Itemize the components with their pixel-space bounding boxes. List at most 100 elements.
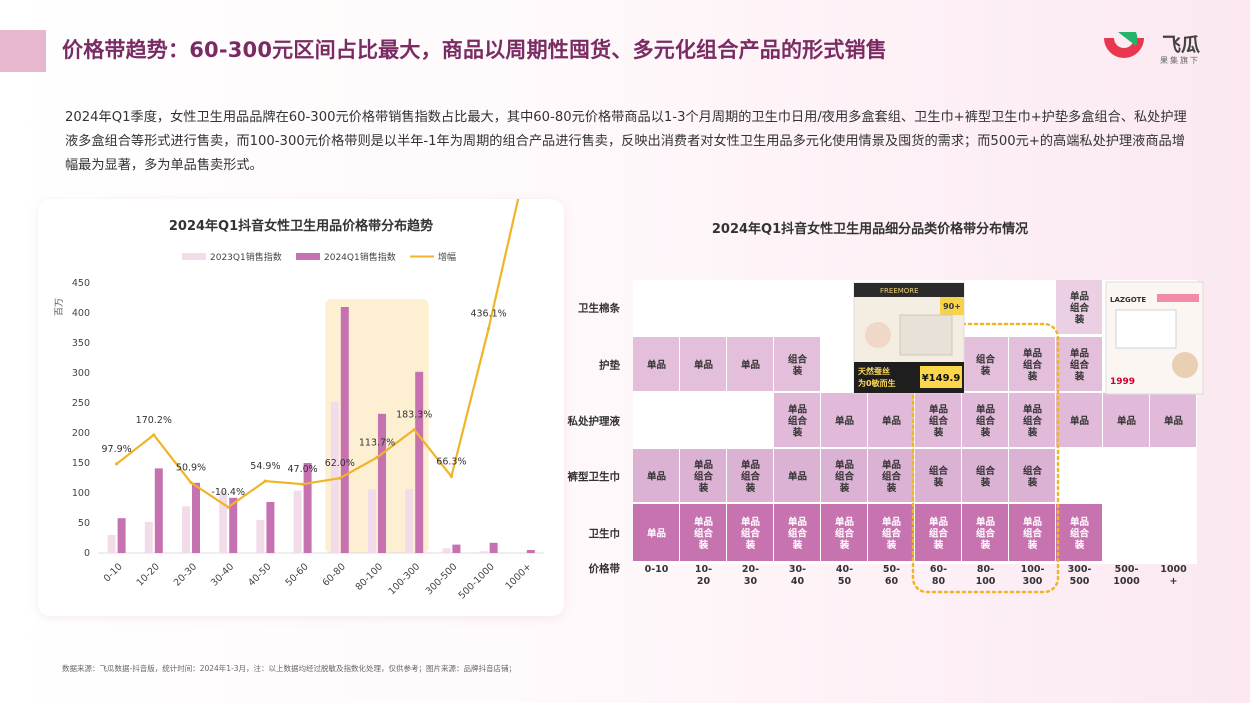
- matrix-cell: [821, 449, 867, 502]
- x-tick-label: 0-10: [102, 561, 125, 584]
- y-tick-label: 0: [84, 548, 90, 559]
- matrix-cell: [1009, 393, 1055, 447]
- cell-text: 装: [886, 539, 897, 551]
- y-tick-label: 300: [72, 368, 90, 379]
- matrix-cell: [868, 393, 914, 447]
- row-label: 卫生棉条: [578, 302, 620, 315]
- bar-2023: [330, 401, 339, 553]
- brand-name: 飞瓜: [1162, 34, 1201, 56]
- cell-text: 组合: [788, 353, 808, 365]
- product-image-header: [854, 283, 964, 297]
- matrix-column-label: 20-: [742, 564, 759, 575]
- bar-2024: [266, 502, 275, 553]
- growth-data-label: 62.0%: [325, 458, 355, 469]
- growth-data-label: 436.1%: [470, 309, 506, 320]
- chart-title: 2024年Q1抖音女性卫生用品价格带分布趋势: [169, 218, 433, 234]
- highlight-band-60-300: [325, 299, 429, 553]
- cell-text: 装: [980, 476, 991, 488]
- price-band-trend-chart: 2024年Q1抖音女性卫生用品价格带分布趋势 2023Q1销售指数 2024Q1销售…: [54, 199, 545, 601]
- cell-text: 组合: [741, 471, 761, 483]
- product-tagline-1: 天然蚕丝: [858, 366, 890, 376]
- y-tick-label: 400: [72, 308, 90, 319]
- cell-text: 组合: [835, 471, 855, 483]
- cell-text: 组合: [976, 353, 996, 365]
- matrix-column-label: 80-: [977, 564, 994, 575]
- cell-text: 组合: [882, 471, 902, 483]
- cell-text: 装: [792, 539, 803, 551]
- cell-text: 单品: [788, 516, 807, 528]
- x-tick-label: 60-80: [321, 561, 348, 588]
- cell-text: 单品: [976, 404, 995, 416]
- x-tick-label: 20-30: [172, 561, 199, 588]
- matrix-cell: [1056, 393, 1102, 447]
- growth-data-label: 50.9%: [176, 463, 206, 474]
- growth-data-label: 183.3%: [396, 410, 432, 421]
- matrix-cell: [633, 337, 679, 391]
- matrix-cell: [727, 504, 773, 561]
- cell-text: 单品: [694, 459, 713, 471]
- y-axis-unit: 百万: [54, 298, 65, 316]
- cell-text: 单品: [882, 516, 901, 528]
- cell-text: 单品: [835, 459, 854, 471]
- cell-text: 装: [745, 482, 756, 494]
- growth-point: [412, 428, 416, 432]
- cell-text: 装: [698, 482, 709, 494]
- cell-text: 组合: [976, 415, 996, 427]
- cell-text: 装: [1027, 427, 1038, 439]
- matrix-column-label: 40: [791, 576, 805, 587]
- bar-2024: [229, 497, 238, 553]
- growth-point: [487, 326, 491, 331]
- x-tick-label: 50-60: [283, 561, 310, 588]
- growth-data-label: 54.9%: [250, 461, 280, 472]
- matrix-cell: [774, 504, 820, 561]
- bar-2023: [516, 552, 525, 553]
- model-figure: [865, 322, 891, 348]
- matrix-x-axis-label: 价格带: [589, 562, 621, 575]
- cell-text: 单品: [1164, 415, 1183, 427]
- cell-text: 单品: [694, 516, 713, 528]
- product-brand: LAZGOTE: [1110, 296, 1146, 304]
- cell-text: 单品: [1070, 415, 1089, 427]
- growth-point: [152, 433, 156, 437]
- cell-text: 单品: [1023, 404, 1042, 416]
- bar-2023: [182, 506, 190, 553]
- bar-2023: [293, 490, 302, 553]
- cell-text: 装: [1074, 371, 1085, 383]
- growth-point: [338, 476, 342, 480]
- cell-text: 单品: [1070, 348, 1089, 360]
- bar-2023: [479, 551, 488, 553]
- legend-swatch-2024: [296, 253, 320, 260]
- cell-text: 装: [933, 427, 944, 439]
- y-tick-label: 100: [72, 488, 90, 499]
- growth-line: [115, 199, 520, 509]
- bar-2023: [405, 488, 414, 553]
- cell-text: 单品: [1023, 516, 1042, 528]
- cell-text: 组合: [929, 465, 949, 477]
- matrix-cell: [1056, 504, 1102, 561]
- cell-text: 单品: [1070, 516, 1089, 528]
- cell-text: 组合: [976, 465, 996, 477]
- growth-point: [189, 481, 193, 485]
- growth-point: [301, 482, 305, 486]
- matrix-column-label: 1000: [1113, 576, 1140, 587]
- matrix-column-label: 0-10: [645, 564, 669, 575]
- cell-text: 单品: [835, 516, 854, 528]
- matrix-column-label: 100-: [1021, 564, 1045, 575]
- cell-text: 组合: [1023, 465, 1043, 477]
- matrix-column-label: 1000: [1160, 564, 1187, 575]
- row-label: 私处护理液: [567, 415, 621, 428]
- matrix-column-label: 50-: [883, 564, 900, 575]
- bar-2024: [452, 544, 461, 553]
- matrix-column-label: 60-: [930, 564, 947, 575]
- intro-paragraph: 2024年Q1季度，女性卫生用品品牌在60-300元价格带销售指数占比最大，其中…: [65, 110, 1187, 173]
- matrix-cell: [774, 449, 820, 502]
- product-tag: [1157, 294, 1199, 302]
- cell-text: 单品: [976, 516, 995, 528]
- x-tick-label: 100-300: [386, 561, 422, 597]
- product-image-2: LAZGOTE 1999: [1105, 281, 1204, 395]
- x-tick-label: 40-50: [246, 561, 273, 588]
- product-price: 1999: [1110, 377, 1135, 387]
- product-boxes: [899, 314, 953, 356]
- matrix-cell: [1009, 504, 1055, 561]
- title-accent-bar: [0, 30, 46, 72]
